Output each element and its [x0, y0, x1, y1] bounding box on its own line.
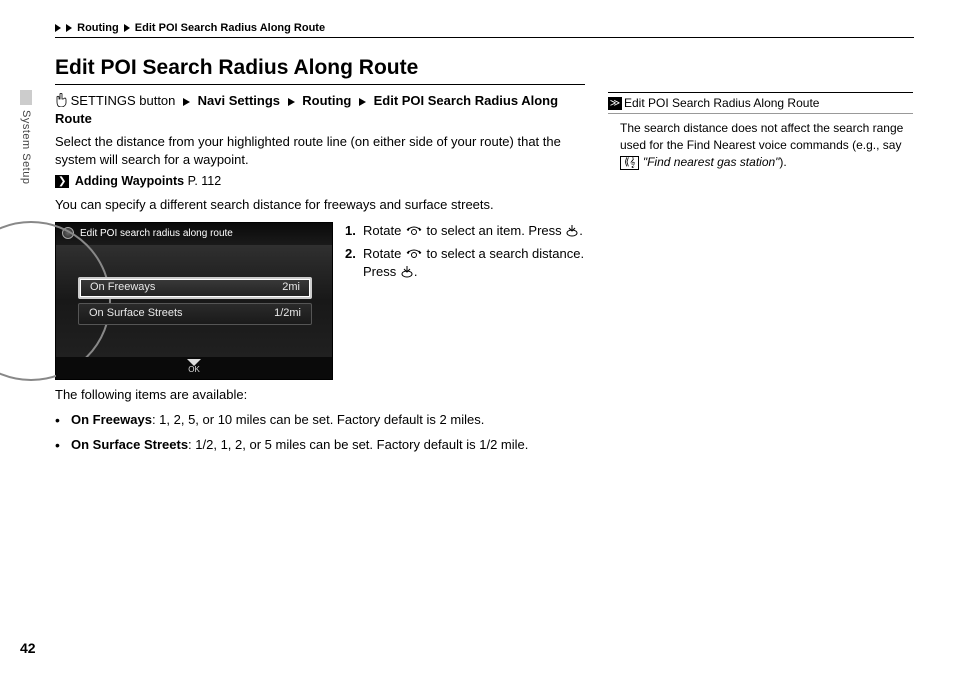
bullet-surface-streets: On Surface Streets: 1/2, 1, 2, or 5 mile…: [55, 436, 585, 455]
hand-icon: [55, 93, 67, 109]
screenshot-row-surface: On Surface Streets 1/2mi: [78, 303, 312, 325]
breadcrumb-arrow-icon: [55, 24, 61, 32]
sidebar-heading: ≫Edit POI Search Radius Along Route: [608, 92, 913, 114]
breadcrumb-arrow-icon: [124, 24, 130, 32]
step1-text-a: Rotate: [363, 223, 405, 238]
voice-command-icon: ⟪𝄞: [620, 156, 639, 170]
screenshot-footer: OK: [56, 357, 332, 379]
available-heading: The following items are available:: [55, 386, 585, 404]
press-button-icon: [565, 223, 579, 238]
rotate-dial-icon: [405, 246, 423, 261]
nav-arrow-icon: [288, 98, 295, 106]
screenshot-row-freeways: On Freeways 2mi: [78, 277, 312, 299]
page-number: 42: [20, 640, 36, 656]
nav-settings-button: SETTINGS button: [71, 93, 176, 108]
row-value: 1/2mi: [274, 306, 301, 321]
row-label: On Freeways: [90, 280, 155, 295]
side-tab-label: System Setup: [20, 110, 32, 184]
nav-arrow-icon: [183, 98, 190, 106]
press-button-icon: [400, 264, 414, 279]
breadcrumb-arrow-icon: [66, 24, 72, 32]
step1-text-c: .: [579, 223, 583, 238]
step-number: 2.: [345, 245, 363, 280]
xref-label: Adding Waypoints: [75, 174, 184, 188]
sidebar-column: ≫Edit POI Search Radius Along Route The …: [608, 92, 913, 171]
step1-text-b: to select an item. Press: [423, 223, 565, 238]
page-title: Edit POI Search Radius Along Route: [55, 56, 585, 85]
device-screenshot: Edit POI search radius along route On Fr…: [55, 222, 333, 380]
bullet-freeways: On Freeways: 1, 2, 5, or 10 miles can be…: [55, 411, 585, 430]
nav-step-1: Navi Settings: [198, 93, 280, 108]
nav-path: SETTINGS button Navi Settings Routing Ed…: [55, 92, 585, 127]
sidebar-text-1: The search distance does not affect the …: [620, 121, 903, 152]
intro-paragraph: Select the distance from your highlighte…: [55, 133, 585, 168]
xref-link-icon: ❯: [55, 175, 69, 188]
screenshot-title: Edit POI search radius along route: [80, 228, 233, 239]
xref-page: P. 112: [188, 174, 222, 188]
bullet-label: On Surface Streets: [71, 437, 188, 452]
bullet-text: : 1/2, 1, 2, or 5 miles can be set. Fact…: [188, 437, 528, 452]
sidebar-body: The search distance does not affect the …: [608, 114, 913, 170]
rotate-dial-icon: [405, 223, 423, 238]
steps-list: 1. Rotate to select an item. Press . 2. …: [345, 222, 585, 380]
ok-label: OK: [56, 365, 332, 376]
bullet-label: On Freeways: [71, 412, 152, 427]
main-column: SETTINGS button Navi Settings Routing Ed…: [55, 92, 585, 455]
nav-step-2: Routing: [302, 93, 351, 108]
bullet-text: : 1, 2, 5, or 10 miles can be set. Facto…: [152, 412, 484, 427]
sidebar-voice-example: "Find nearest gas station": [643, 155, 780, 169]
row-value: 2mi: [282, 280, 300, 295]
side-tab-marker: [20, 90, 32, 105]
sidebar-info-icon: ≫: [608, 97, 622, 110]
note-paragraph: You can specify a different search dista…: [55, 196, 585, 214]
cross-reference: ❯ Adding Waypoints P. 112: [55, 173, 585, 190]
step-number: 1.: [345, 222, 363, 240]
step-2: 2. Rotate to select a search distance. P…: [345, 245, 585, 280]
nav-arrow-icon: [359, 98, 366, 106]
bullet-icon: [55, 411, 71, 430]
step-1: 1. Rotate to select an item. Press .: [345, 222, 585, 240]
sidebar-title: Edit POI Search Radius Along Route: [624, 96, 819, 110]
bullet-list: On Freeways: 1, 2, 5, or 10 miles can be…: [55, 411, 585, 455]
bullet-icon: [55, 436, 71, 455]
breadcrumb: Routing Edit POI Search Radius Along Rou…: [55, 22, 914, 38]
step2-text-a: Rotate: [363, 246, 405, 261]
breadcrumb-seg1: Routing: [77, 22, 119, 34]
row-label: On Surface Streets: [89, 306, 183, 321]
step2-text-c: .: [414, 264, 418, 279]
breadcrumb-seg2: Edit POI Search Radius Along Route: [135, 22, 325, 34]
side-tab-region: System Setup: [20, 90, 32, 190]
sidebar-text-2: ).: [779, 155, 786, 169]
